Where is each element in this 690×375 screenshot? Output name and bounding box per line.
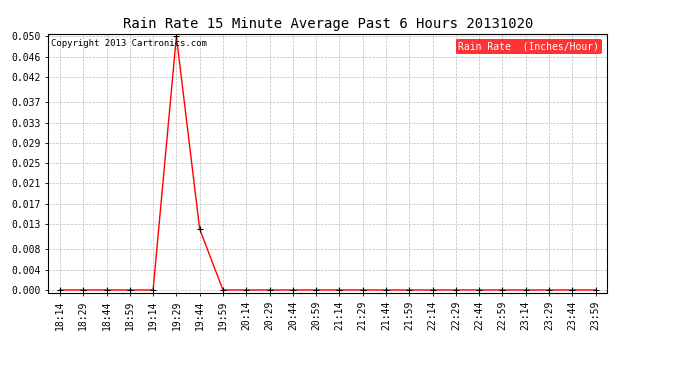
Legend: Rain Rate  (Inches/Hour): Rain Rate (Inches/Hour) (455, 39, 602, 54)
Title: Rain Rate 15 Minute Average Past 6 Hours 20131020: Rain Rate 15 Minute Average Past 6 Hours… (123, 17, 533, 31)
Text: Copyright 2013 Cartronics.com: Copyright 2013 Cartronics.com (51, 39, 207, 48)
